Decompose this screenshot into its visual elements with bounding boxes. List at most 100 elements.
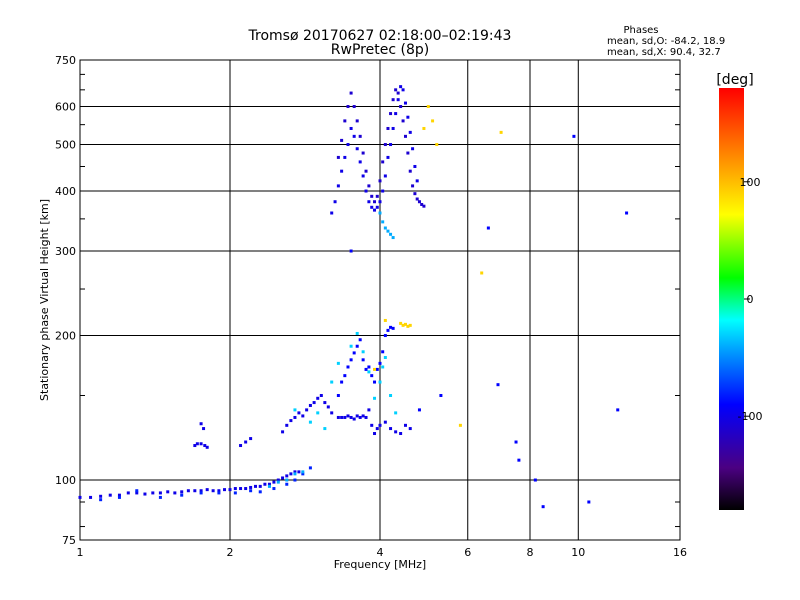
data-point — [108, 493, 112, 497]
data-point — [426, 105, 430, 109]
data-point — [625, 211, 629, 215]
data-point — [355, 119, 359, 123]
data-point — [381, 365, 385, 369]
data-point — [316, 396, 320, 400]
data-point — [316, 411, 320, 415]
data-point — [396, 91, 400, 95]
data-point — [373, 432, 377, 436]
x-axis-label: Frequency [MHz] — [334, 558, 426, 571]
data-point — [378, 380, 382, 384]
data-point — [406, 115, 410, 119]
data-point — [381, 220, 385, 224]
data-point — [352, 417, 356, 421]
data-point — [193, 444, 197, 448]
data-point — [401, 88, 405, 92]
data-point — [399, 85, 403, 89]
data-point — [375, 427, 379, 431]
data-point — [386, 155, 390, 159]
colorbar-tick-label: 0 — [747, 293, 754, 306]
data-point — [361, 174, 365, 178]
data-point — [217, 489, 221, 493]
data-point — [386, 229, 390, 233]
data-point — [389, 143, 393, 147]
data-point — [411, 184, 415, 188]
data-point — [239, 487, 243, 491]
data-point — [158, 495, 162, 499]
y-tick-label: 100 — [55, 474, 76, 487]
data-point — [349, 415, 353, 419]
data-point — [367, 184, 371, 188]
data-point — [267, 482, 271, 486]
colorbar-tick-label: -100 — [738, 410, 763, 423]
data-point — [399, 105, 403, 109]
data-point — [323, 401, 327, 405]
data-point — [349, 344, 353, 348]
y-tick-label: 75 — [62, 534, 76, 547]
data-point — [297, 411, 301, 415]
data-point — [420, 202, 424, 206]
colorbar-tick-label: 100 — [740, 176, 761, 189]
data-point — [499, 130, 503, 134]
data-point — [117, 495, 121, 499]
x-tick-label: 10 — [571, 546, 585, 559]
data-point — [336, 184, 340, 188]
data-point — [403, 322, 407, 326]
data-point — [293, 408, 297, 412]
data-point — [239, 444, 243, 448]
data-point — [276, 478, 280, 482]
data-point — [336, 394, 340, 398]
data-point — [381, 160, 385, 164]
data-point — [367, 370, 371, 374]
data-point — [202, 427, 206, 431]
x-tick-label: 6 — [464, 546, 471, 559]
y-axis: 75 100 200 300 400 500 600 750 — [55, 54, 680, 547]
data-point — [258, 490, 262, 494]
data-point — [361, 358, 365, 362]
data-point — [383, 143, 387, 147]
data-point — [394, 411, 398, 415]
data-point — [458, 423, 462, 427]
data-point — [514, 440, 518, 444]
data-point — [143, 492, 147, 496]
data-point — [413, 192, 417, 196]
data-point — [358, 134, 362, 138]
data-point — [340, 415, 344, 419]
data-point — [401, 323, 405, 327]
data-point — [293, 472, 297, 476]
data-point — [199, 491, 203, 495]
data-point — [480, 271, 484, 275]
data-point — [422, 204, 426, 208]
colorbar-label: [deg] — [716, 72, 753, 88]
data-point — [403, 423, 407, 427]
data-point — [285, 474, 289, 478]
data-point — [378, 361, 382, 365]
data-point — [373, 380, 377, 384]
data-point — [373, 200, 377, 204]
data-point — [199, 422, 203, 426]
data-point — [406, 324, 410, 328]
data-point — [399, 321, 403, 325]
data-point — [375, 205, 379, 209]
data-point — [166, 490, 170, 494]
data-point — [417, 408, 421, 412]
data-point — [312, 401, 316, 405]
data-point — [193, 489, 197, 493]
data-point — [355, 331, 359, 335]
data-point — [406, 151, 410, 155]
data-point — [435, 143, 439, 147]
data-point — [367, 200, 371, 204]
x-tick-label: 8 — [527, 546, 534, 559]
grid — [80, 60, 680, 540]
data-point — [373, 208, 377, 212]
data-point — [367, 408, 371, 412]
data-point — [378, 200, 382, 204]
data-point — [391, 98, 395, 102]
data-point — [394, 430, 398, 434]
chart-subtitle: RwPretec (8p) — [331, 42, 429, 58]
data-point — [415, 197, 419, 201]
data-point — [394, 88, 398, 92]
data-point — [336, 361, 340, 365]
y-tick-label: 750 — [55, 54, 76, 67]
data-point — [408, 323, 412, 327]
